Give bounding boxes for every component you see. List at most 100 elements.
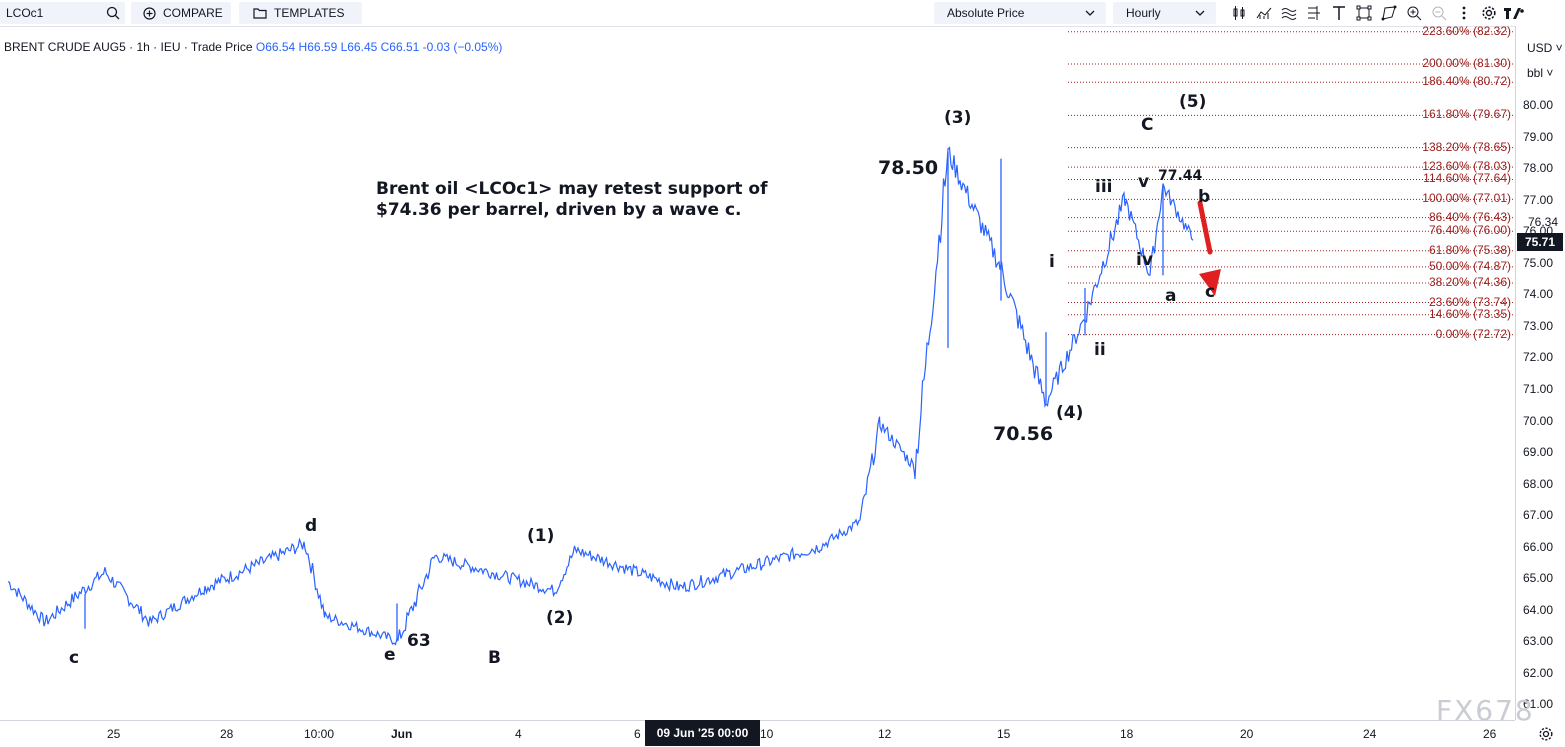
fib-label: 50.00% (74.87) [1428,258,1511,273]
wave-ii-label: ii [1094,340,1106,360]
indicator-icon[interactable] [1301,2,1326,24]
compare-button[interactable]: COMPARE [131,2,231,24]
last-price-tag: 75.71 [1517,233,1563,251]
price-tick: 68.00 [1523,476,1554,491]
price-tick: 64.00 [1523,602,1554,617]
time-tick: 18 [1120,727,1134,741]
time-tick: 10:00 [304,727,335,741]
chart-tools [1226,2,1526,24]
wave-3-label: (3) [944,108,972,128]
price-tick: 71.00 [1523,381,1554,396]
price-tick: 67.00 [1523,508,1554,523]
price-axis[interactable] [1515,26,1565,720]
price-tick: 78.00 [1523,161,1554,176]
fib-label: 61.80% (75.38) [1428,242,1511,257]
fib-label: 100.00% (77.01) [1422,191,1511,206]
wave-2-label: (2) [546,608,574,628]
fib-label: 0.00% (72.72) [1435,326,1511,341]
wave-i-label: i [1049,252,1055,272]
more-icon[interactable] [1451,2,1476,24]
fib-label: 161.80% (79.67) [1422,107,1511,122]
wave-a-label: a [1165,286,1177,306]
low-price-label: 70.56 [993,423,1054,445]
wave-4-label: (4) [1056,403,1084,423]
logo-icon [1501,2,1526,24]
price-tick: 74.00 [1523,287,1554,302]
bars-icon[interactable] [1251,2,1276,24]
zoom-in-icon[interactable] [1401,2,1426,24]
price-tick: 69.00 [1523,445,1554,460]
time-tick: 24 [1363,727,1377,741]
time-tick: 20 [1240,727,1254,741]
high-price-label: 77.44 [1158,168,1203,184]
fib-label: 223.60% (82.32) [1422,23,1511,38]
currency-label[interactable]: USD ˅ [1527,41,1563,55]
templates-label: TEMPLATES [274,6,345,20]
price-tick: 73.00 [1523,318,1554,333]
frame-icon[interactable] [1351,2,1376,24]
analysis-note: Brent oil <LCOc1> may retest support of … [376,179,768,220]
wave-C-label: C [1141,115,1154,135]
plus-circle-icon [143,6,156,20]
fib-label: 76.40% (76.00) [1428,223,1511,238]
price-type-select[interactable]: Absolute Price [934,2,1106,24]
fib-label: 123.60% (78.03) [1422,159,1511,174]
price-tick: 61.00 [1523,697,1554,712]
wave-b-label: b [1198,187,1211,207]
wave-iv-label: iv [1136,250,1153,270]
zoom-out-icon[interactable] [1426,2,1451,24]
settings-icon[interactable] [1476,2,1501,24]
price-tick: 66.00 [1523,539,1554,554]
price-tick: 77.00 [1523,192,1554,207]
fib-label: 38.20% (74.36) [1428,274,1511,289]
chevron-down-icon [1085,10,1095,16]
price-tick: 62.00 [1523,665,1554,680]
wave-1-label: (1) [527,526,555,546]
peak-price-label: 78.50 [878,157,939,179]
compare-label: COMPARE [163,6,223,20]
price-chart[interactable] [0,26,1515,720]
interval-value: Hourly [1126,6,1161,20]
chart-legend: BRENT CRUDE AUG5 · 1h · IEU · Trade Pric… [4,40,502,54]
unit-label[interactable]: bbl ˅ [1527,66,1554,80]
time-tick: 4 [515,727,522,741]
search-icon[interactable] [105,5,121,21]
text-icon[interactable] [1326,2,1351,24]
time-tick: 6 [634,727,641,741]
fib-label: 138.20% (78.65) [1422,139,1511,154]
price-tick: 70.00 [1523,413,1554,428]
fib-label: 114.60% (77.64) [1423,171,1511,186]
wave-B-label: B [488,648,501,668]
time-tick: 26 [1483,727,1497,741]
fib-label: 14.60% (73.35) [1428,306,1511,321]
axis-settings-icon[interactable] [1538,726,1554,747]
symbol-search-input[interactable]: LCOc1 [0,2,125,24]
fib-label: 23.60% (73.74) [1428,294,1511,309]
drawing-icon[interactable] [1376,2,1401,24]
price-tick: 79.00 [1523,129,1554,144]
wave-e-label: e [384,645,396,665]
wave-d-label: d [305,516,318,536]
symbol-value: LCOc1 [6,6,44,20]
fib-label: 186.40% (80.72) [1422,74,1511,89]
templates-button[interactable]: TEMPLATES [239,2,362,24]
price-line [7,146,1194,646]
wave-iii-label: iii [1095,177,1113,197]
wave-icon[interactable] [1276,2,1301,24]
price-tick: 63.00 [1523,634,1554,649]
wave-5-label: (5) [1179,92,1207,112]
wave-v-label: v [1138,172,1150,192]
legend-name: BRENT CRUDE AUG5 · 1h · IEU · Trade Pric… [4,40,253,54]
wave-c-next-label: c [1205,282,1216,302]
watermark-logo: FX678 [1436,694,1535,727]
time-tick: 28 [220,727,234,741]
price-tick: 75.00 [1523,255,1554,270]
projection-arrow-head [1199,269,1221,296]
interval-select[interactable]: Hourly [1113,2,1216,24]
wave-c-low-label: c [69,648,80,668]
time-tick: 10 [760,727,774,741]
candles-icon[interactable] [1226,2,1251,24]
low-63-label: 63 [407,631,431,651]
price-tick: 72.00 [1523,350,1554,365]
time-tick: Jun [391,727,413,741]
